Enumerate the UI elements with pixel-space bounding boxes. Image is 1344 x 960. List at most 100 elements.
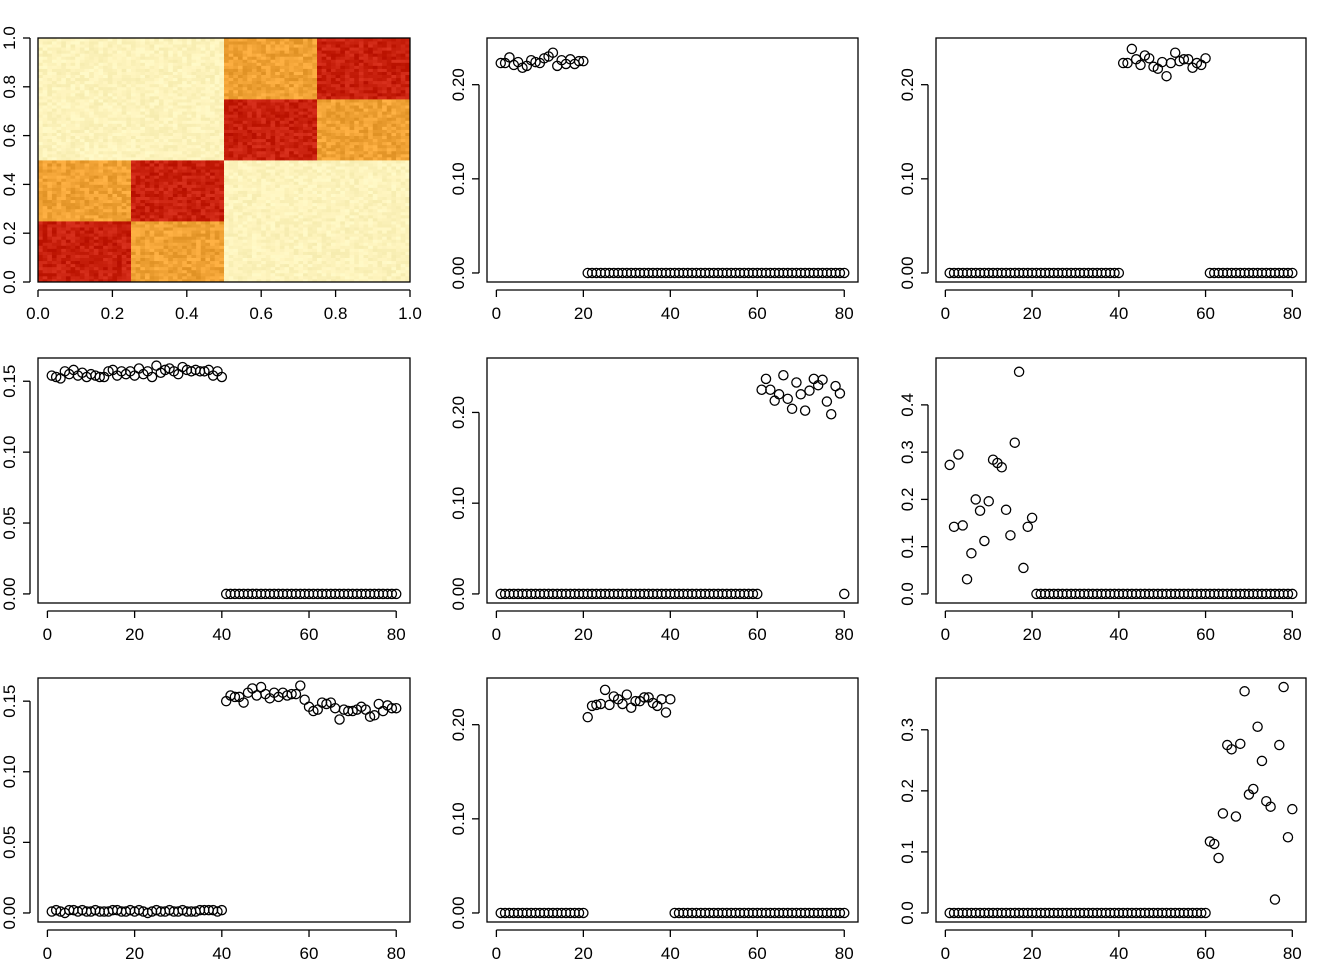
heatmap-cell (251, 260, 257, 265)
heatmap-cell (84, 242, 90, 246)
heatmap-cell (172, 245, 178, 249)
heatmap-cell (312, 272, 318, 277)
heatmap-cell (391, 160, 397, 164)
heatmap-cell (56, 117, 62, 121)
heatmap-cell (396, 187, 402, 191)
heatmap-cell (196, 114, 202, 118)
heatmap-cell (70, 260, 76, 265)
heatmap-cell (386, 105, 392, 109)
heatmap-cell (330, 227, 336, 231)
heatmap-cell (405, 251, 411, 255)
heatmap-cell (154, 89, 160, 94)
heatmap-cell (126, 150, 132, 155)
heatmap-cell (172, 114, 178, 118)
heatmap-cell (340, 102, 346, 106)
heatmap-cell (205, 95, 211, 100)
heatmap-cell (149, 141, 155, 146)
heatmap-cell (400, 111, 406, 115)
heatmap-cell (168, 172, 174, 176)
heatmap-cell (256, 230, 262, 234)
heatmap-cell (121, 160, 127, 164)
heatmap-cell (144, 92, 150, 97)
heatmap-cell (372, 193, 378, 197)
heatmap-cell (265, 169, 271, 173)
heatmap-cell (307, 166, 313, 170)
heatmap-cell (396, 138, 402, 143)
heatmap-cell (228, 95, 234, 100)
heatmap-cell (400, 230, 406, 234)
heatmap-cell (251, 175, 257, 179)
heatmap-cell (205, 260, 211, 265)
heatmap-cell (256, 132, 262, 136)
heatmap-cell (47, 266, 53, 271)
heatmap-cell (251, 190, 257, 194)
heatmap-cell (224, 163, 230, 167)
heatmap-cell (270, 123, 276, 127)
heatmap-cell (42, 114, 48, 118)
heatmap-cell (154, 123, 160, 127)
heatmap-cell (349, 199, 355, 204)
heatmap-cell (400, 199, 406, 204)
heatmap-cell (251, 269, 257, 274)
heatmap-cell (303, 217, 309, 222)
heatmap-cell (103, 227, 109, 231)
heatmap-cell (321, 172, 327, 176)
heatmap-cell (372, 248, 378, 252)
heatmap-cell (65, 260, 71, 265)
heatmap-cell (261, 193, 267, 197)
heatmap-cell (140, 132, 146, 136)
heatmap-cell (98, 248, 104, 252)
heatmap-cell (326, 163, 332, 167)
heatmap-cell (158, 99, 164, 103)
heatmap-cell (149, 236, 155, 240)
heatmap-cell (349, 166, 355, 170)
heatmap-cell (47, 153, 53, 158)
heatmap-cell (98, 266, 104, 271)
heatmap-cell (330, 224, 336, 228)
heatmap-cell (126, 160, 132, 164)
heatmap-cell (117, 224, 123, 228)
heatmap-cell (38, 156, 44, 161)
heatmap-cell (79, 242, 85, 246)
heatmap-cell (126, 257, 132, 262)
heatmap-cell (363, 211, 369, 216)
heatmap-cell (158, 266, 164, 271)
heatmap-cell (51, 120, 57, 124)
heatmap-cell (228, 242, 234, 246)
heatmap-cell (149, 272, 155, 277)
heatmap-cell (354, 263, 360, 268)
heatmap-cell (317, 156, 323, 161)
heatmap-cell (247, 135, 253, 140)
heatmap-cell (182, 108, 188, 112)
heatmap-cell (377, 114, 383, 118)
heatmap-cell (61, 135, 67, 140)
heatmap-cell (196, 178, 202, 182)
heatmap-cell (200, 105, 206, 109)
heatmap-cell (168, 120, 174, 124)
heatmap-cell (84, 263, 90, 268)
heatmap-cell (349, 102, 355, 106)
heatmap-cell (65, 272, 71, 277)
heatmap-cell (219, 172, 225, 176)
heatmap-cell (75, 202, 81, 207)
heatmap-cell (93, 99, 99, 103)
heatmap-cell (172, 178, 178, 182)
heatmap-cell (237, 160, 243, 164)
heatmap-cell (270, 135, 276, 140)
heatmap-cell (89, 233, 95, 237)
heatmap-cell (326, 169, 332, 173)
heatmap-cell (261, 208, 267, 213)
heatmap-cell (98, 111, 104, 115)
heatmap-cell (219, 257, 225, 262)
heatmap-cell (340, 153, 346, 158)
heatmap-cell (312, 217, 318, 222)
heatmap-cell (391, 199, 397, 204)
heatmap-cell (103, 153, 109, 158)
heatmap-cell (386, 248, 392, 252)
heatmap-cell (354, 175, 360, 179)
heatmap-cell (228, 221, 234, 225)
heatmap-cell (126, 172, 132, 176)
heatmap-cell (205, 248, 211, 252)
heatmap-cell (158, 269, 164, 274)
heatmap-cell (303, 111, 309, 115)
